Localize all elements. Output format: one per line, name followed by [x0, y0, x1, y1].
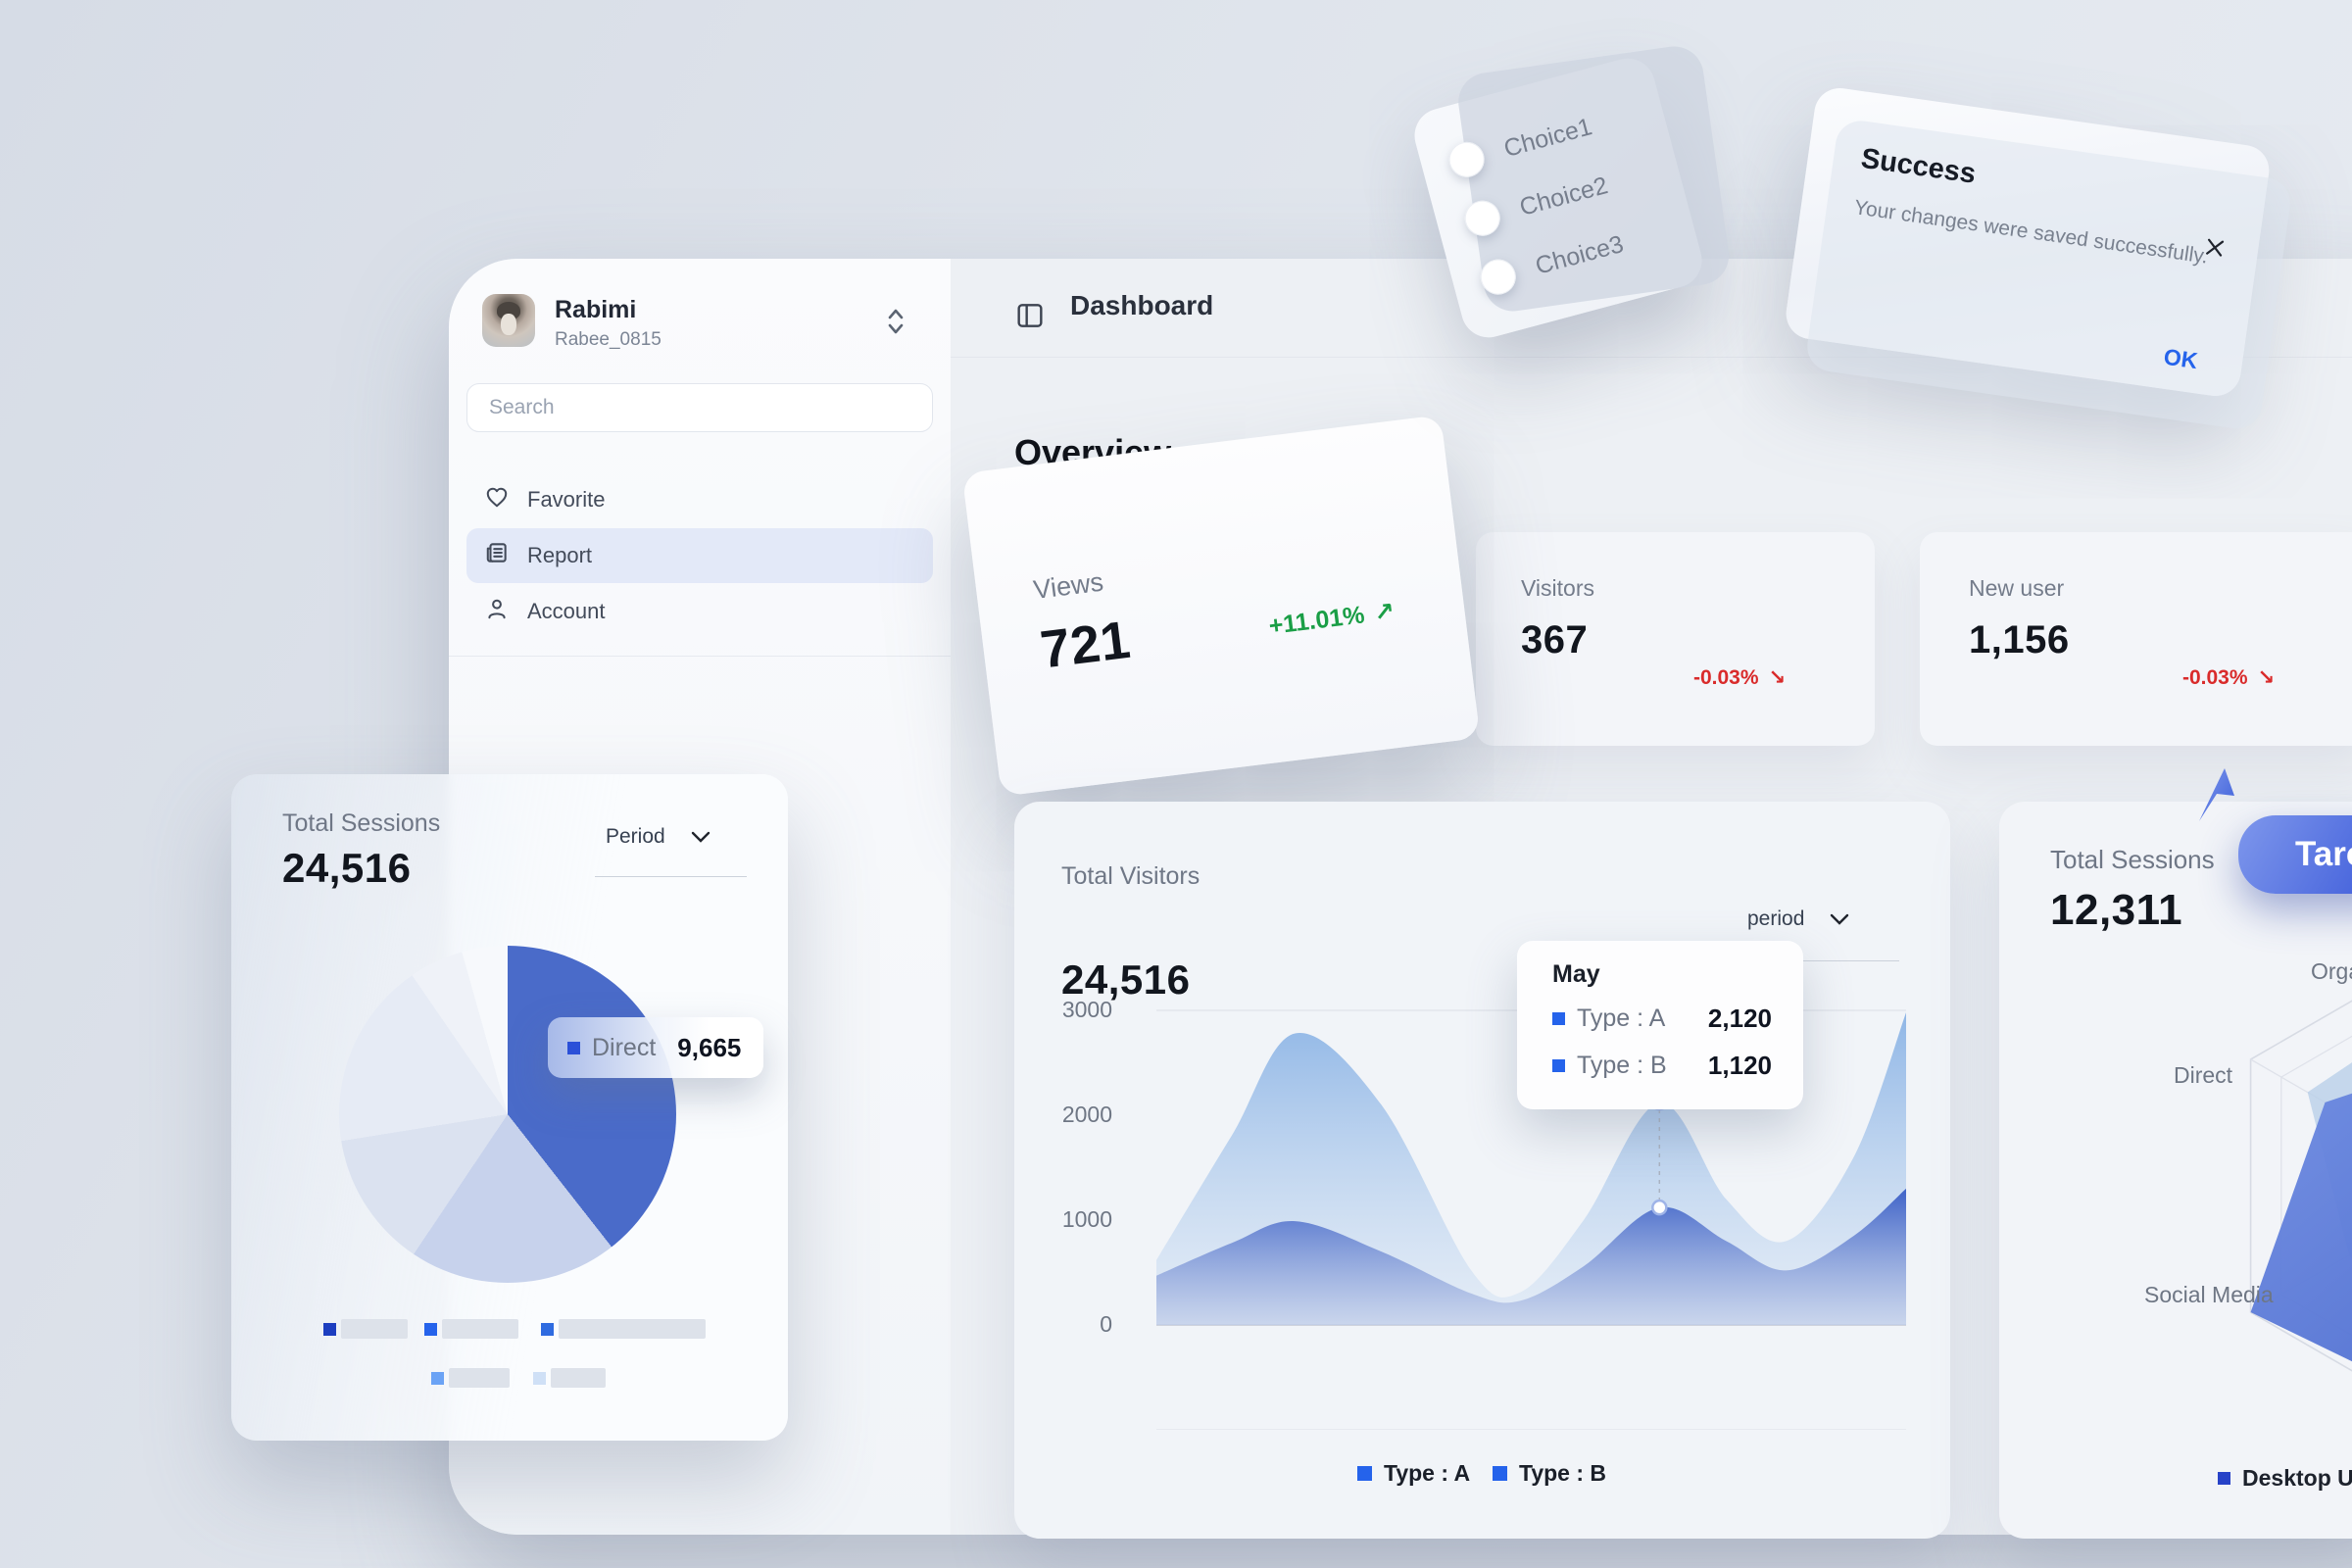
legend-swatch — [431, 1372, 444, 1385]
sidebar-item-account[interactable]: Account — [466, 584, 933, 639]
sidebar-item-label: Account — [527, 599, 606, 623]
card-value: 12,311 — [2050, 886, 2183, 934]
y-tick: 0 — [1100, 1311, 1112, 1337]
legend-desktop-user[interactable]: Desktop User — [2218, 1465, 2352, 1492]
total-sessions-radar-card: Total Sessions 12,311 Organic Direct Soc… — [1999, 802, 2352, 1539]
chart-baseline — [1156, 1429, 1906, 1430]
sessions-radar-chart[interactable] — [1999, 939, 2352, 1488]
stat-label: Views — [1031, 566, 1105, 606]
legend-swatch — [424, 1323, 437, 1336]
tooltip-title: May — [1552, 960, 1600, 988]
axis-label-social-media: Social Media — [2144, 1282, 2274, 1307]
y-tick: 1000 — [1061, 1206, 1112, 1232]
stat-value: 1,156 — [1969, 618, 2070, 662]
legend-placeholder — [341, 1319, 408, 1339]
stat-value: 721 — [1037, 610, 1134, 680]
visitors-stat-card: Visitors 367 -0.03% ↘ — [1476, 532, 1875, 746]
card-title: Total Sessions — [2050, 845, 2215, 874]
card-value: 24,516 — [282, 845, 412, 891]
sidebar-item-report[interactable]: Report — [466, 528, 933, 583]
stat-label: Visitors — [1521, 575, 1594, 601]
arrow-up-icon: ↗ — [1372, 597, 1396, 627]
toast-title: Success — [1859, 142, 1979, 190]
chart-tooltip: May Type : A 2,120 Type : B 1,120 — [1517, 941, 1803, 1109]
legend-placeholder — [449, 1368, 510, 1388]
user-icon — [484, 596, 510, 627]
sidebar-toggle-icon[interactable] — [1014, 300, 1046, 336]
stat-delta: -0.03% ↘ — [1693, 665, 1787, 690]
sidebar-item-favorite[interactable]: Favorite — [466, 472, 933, 527]
user-handle: Rabee_0815 — [555, 329, 662, 350]
legend-placeholder — [559, 1319, 706, 1339]
stat-delta: -0.03% ↘ — [2182, 665, 2276, 690]
card-title: Total Sessions — [282, 809, 441, 837]
close-icon[interactable] — [2201, 234, 2229, 266]
total-visitors-card: Total Visitors 24,516 period 3000 2000 1… — [1014, 802, 1950, 1539]
arrow-down-icon: ↘ — [2257, 666, 2276, 689]
legend-type-a[interactable]: Type : A — [1357, 1460, 1470, 1487]
ok-button[interactable]: OK — [2162, 343, 2200, 374]
user-name: Rabimi — [555, 296, 637, 323]
user-switcher-chevron-icon[interactable] — [886, 308, 906, 340]
axis-label-organic: Organic — [2311, 958, 2352, 984]
legend-swatch — [1357, 1466, 1372, 1481]
legend-swatch — [567, 1041, 580, 1054]
arrow-down-icon: ↘ — [1768, 666, 1787, 689]
collaborator-badge: Taro — [2238, 815, 2352, 894]
toast-message: Your changes were saved successfully. — [1852, 196, 2210, 269]
legend-type-b[interactable]: Type : B — [1493, 1460, 1606, 1487]
legend-placeholder — [442, 1319, 518, 1339]
avatar[interactable] — [482, 294, 535, 347]
stat-label: New user — [1969, 575, 2065, 601]
y-tick: 2000 — [1061, 1102, 1112, 1127]
legend-swatch — [2218, 1472, 2230, 1485]
sessions-pie-chart[interactable] — [339, 946, 676, 1283]
legend-swatch — [1493, 1466, 1507, 1481]
chevron-down-icon — [691, 825, 710, 849]
pie-tooltip: Direct 9,665 — [548, 1017, 763, 1078]
card-title: Total Visitors — [1061, 862, 1200, 890]
sidebar-item-label: Report — [527, 543, 593, 567]
legend-placeholder — [551, 1368, 606, 1388]
cursor-icon — [2195, 766, 2246, 830]
stat-delta: +11.01% ↗ — [1267, 597, 1396, 640]
legend-swatch — [1552, 1059, 1565, 1072]
dropdown-underline — [1735, 960, 1899, 961]
sidebar-item-label: Favorite — [527, 487, 606, 512]
page-title: Dashboard — [1070, 290, 1214, 320]
period-dropdown[interactable]: Period — [606, 825, 710, 849]
legend-swatch — [323, 1323, 336, 1336]
period-dropdown[interactable]: period — [1747, 907, 1849, 931]
header-divider — [951, 357, 2352, 358]
heart-icon — [484, 484, 510, 515]
views-stat-card[interactable]: Views 721 +11.01% ↗ — [961, 415, 1481, 797]
report-icon — [484, 540, 510, 571]
success-toast: Success Your changes were saved successf… — [1783, 84, 2273, 400]
y-tick: 3000 — [1061, 997, 1112, 1022]
chevron-down-icon — [1830, 907, 1849, 931]
total-sessions-pie-card: Total Sessions 24,516 Period Direct 9,66… — [231, 774, 788, 1441]
legend-swatch — [533, 1372, 546, 1385]
radio-icon[interactable] — [1460, 196, 1504, 240]
legend-swatch — [1552, 1012, 1565, 1025]
new-user-stat-card: New user 1,156 -0.03% ↘ — [1920, 532, 2352, 746]
search-input[interactable] — [466, 383, 933, 432]
radio-icon[interactable] — [1476, 255, 1520, 299]
stat-value: 367 — [1521, 618, 1589, 662]
dropdown-underline — [595, 876, 747, 877]
legend-swatch — [541, 1323, 554, 1336]
card-value: 24,516 — [1061, 956, 1191, 1003]
sidebar-divider — [449, 656, 951, 657]
axis-label-direct: Direct — [2174, 1062, 2233, 1088]
radio-icon[interactable] — [1445, 137, 1489, 181]
